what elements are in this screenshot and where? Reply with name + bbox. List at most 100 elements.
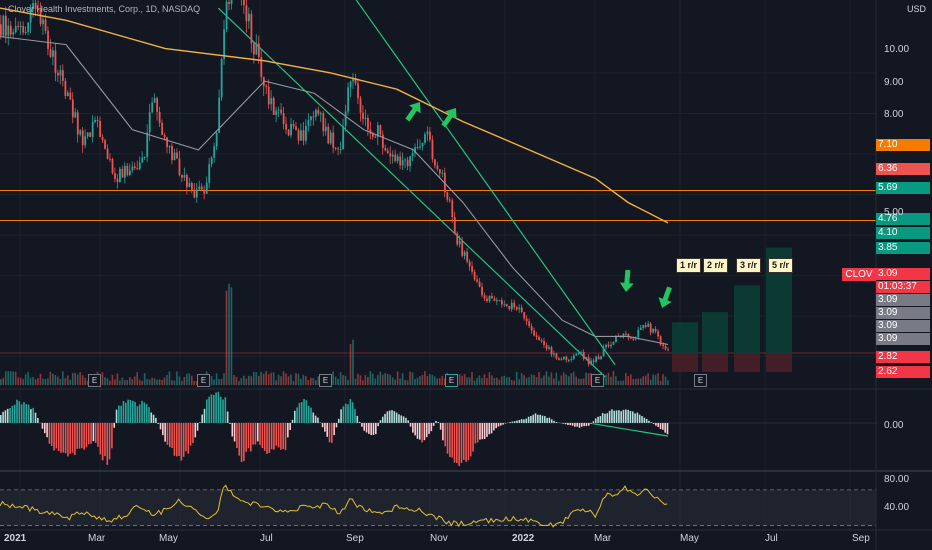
- candle-body: [501, 300, 503, 305]
- volume-bar: [59, 378, 62, 385]
- earnings-marker[interactable]: E: [319, 374, 332, 387]
- macd-bar: [284, 422, 287, 451]
- volume-bar: [317, 376, 320, 385]
- volume-bar: [188, 373, 191, 385]
- volume-bar: [86, 380, 89, 385]
- macd-bar: [442, 422, 444, 441]
- volume-bar: [114, 379, 116, 385]
- macd-bar: [134, 401, 136, 423]
- macd-bar: [243, 422, 245, 462]
- candle-body: [471, 266, 474, 272]
- candle-body: [354, 78, 357, 84]
- volume-bar: [520, 373, 523, 385]
- rsi-tick-label: 80.00: [884, 474, 910, 485]
- volume-bar: [441, 375, 444, 385]
- candle-body: [649, 323, 652, 333]
- volume-bar: [530, 374, 533, 385]
- target-box: [734, 285, 760, 353]
- candle-body: [151, 102, 154, 113]
- macd-bar: [437, 422, 440, 423]
- macd-bar: [111, 422, 113, 449]
- candle-body: [585, 357, 588, 359]
- volume-bar: [34, 379, 37, 385]
- volume-bar: [4, 371, 7, 385]
- candle-body: [525, 318, 528, 322]
- macd-bar: [136, 406, 139, 423]
- volume-bar: [42, 378, 44, 385]
- candle-body: [109, 158, 111, 160]
- volume-bar: [637, 378, 640, 385]
- macd-bar: [497, 422, 500, 427]
- earnings-marker[interactable]: E: [445, 374, 458, 387]
- volume-bar: [468, 377, 471, 385]
- volume-bar: [488, 372, 491, 385]
- volume-bar: [292, 380, 295, 385]
- macd-bar: [226, 411, 229, 423]
- candle-body: [9, 25, 12, 35]
- macd-bar: [150, 412, 153, 423]
- macd-bar: [583, 422, 585, 427]
- volume-bar: [138, 379, 141, 385]
- candle-body: [553, 353, 555, 355]
- candle-body: [208, 164, 211, 183]
- candle-body: [664, 346, 667, 350]
- price-tick-label: 5.00: [884, 207, 904, 218]
- volume-bar: [314, 380, 317, 385]
- candle-body: [71, 99, 74, 118]
- volume-bar: [171, 380, 173, 385]
- volume-bar: [374, 378, 377, 385]
- volume-bar: [416, 377, 419, 385]
- earnings-marker[interactable]: E: [197, 374, 210, 387]
- candle-body: [659, 336, 662, 345]
- macd-bar: [296, 407, 298, 423]
- candle-body: [520, 307, 523, 312]
- volume-bar: [302, 374, 305, 385]
- macd-bar: [206, 399, 208, 423]
- volume-bar: [287, 376, 290, 385]
- volume-bar: [555, 372, 558, 385]
- volume-bar: [277, 374, 280, 385]
- earnings-marker[interactable]: E: [88, 374, 101, 387]
- macd-bar: [261, 422, 264, 449]
- macd-bar: [483, 422, 486, 439]
- volume-bar: [610, 376, 612, 385]
- earnings-marker[interactable]: E: [694, 374, 707, 387]
- candle-body: [667, 349, 669, 351]
- candle-body: [295, 126, 297, 130]
- candle-body: [374, 136, 377, 138]
- macd-bar: [520, 419, 523, 423]
- candle-body: [488, 295, 491, 302]
- volume-bar: [0, 379, 2, 385]
- macd-bar: [293, 410, 296, 423]
- macd-bar: [18, 401, 21, 423]
- currency-label[interactable]: USD: [906, 4, 926, 14]
- candle-body: [143, 156, 146, 158]
- volume-bar: [2, 377, 5, 385]
- macd-bar: [152, 414, 155, 423]
- candle-body: [292, 124, 295, 127]
- candle-body: [409, 156, 412, 167]
- macd-bar: [212, 394, 215, 423]
- volume-bar: [478, 375, 481, 385]
- candle-body: [188, 182, 191, 188]
- candle-body: [69, 92, 72, 100]
- macd-bar: [83, 422, 85, 450]
- candle-body: [466, 251, 469, 262]
- volume-bar: [466, 377, 468, 385]
- macd-bar: [11, 405, 14, 423]
- macd-bar: [662, 422, 664, 430]
- volume-bar: [396, 371, 399, 385]
- candle-body: [436, 165, 439, 170]
- candle-body: [248, 13, 250, 22]
- volume-bar: [381, 374, 384, 385]
- candle-body: [602, 347, 605, 357]
- volume-bar: [181, 380, 183, 385]
- volume-bar: [642, 376, 644, 385]
- candle-body: [2, 15, 5, 36]
- earnings-marker[interactable]: E: [591, 374, 604, 387]
- candle-body: [59, 70, 62, 76]
- volume-bar: [612, 371, 615, 385]
- volume-bar: [24, 374, 27, 385]
- volume-bar: [255, 372, 258, 385]
